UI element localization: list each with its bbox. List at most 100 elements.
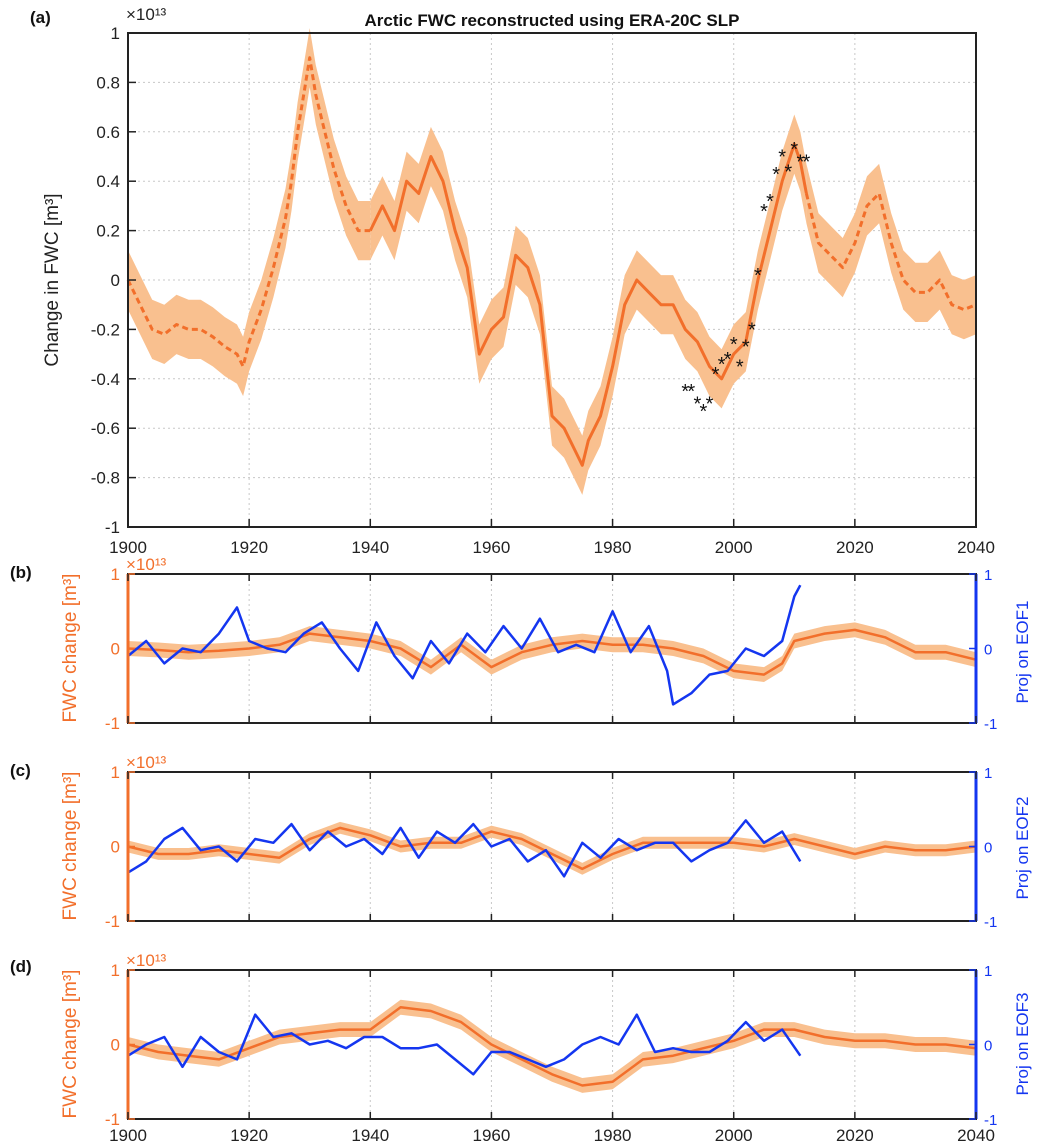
observation-marker: * [754, 265, 762, 287]
y-tick-label: 0.6 [96, 123, 120, 142]
uncertainty-band [128, 28, 976, 495]
observation-marker: * [681, 381, 689, 403]
y-tick-label: -0.6 [91, 419, 120, 438]
uncertainty-band [128, 999, 976, 1093]
left-y-tick-label: 1 [111, 961, 120, 980]
x-tick-label: 1980 [594, 1126, 632, 1145]
observation-marker: * [730, 334, 738, 356]
right-axis-label: Proj on EOF2 [1013, 797, 1032, 900]
left-y-tick-label: 1 [111, 763, 120, 782]
observation-marker: * [706, 394, 714, 416]
fwc-line [127, 826, 977, 871]
right-y-tick-label: 0 [984, 840, 992, 857]
right-axis-label: Proj on EOF1 [1013, 601, 1032, 704]
x-tick-label: 2040 [957, 1126, 995, 1145]
eof-projection-line [127, 819, 802, 878]
observation-marker: * [687, 381, 695, 403]
eof-projection-line [127, 584, 802, 706]
left-axis-label: FWC change [m³] [60, 772, 81, 921]
y-tick-label: 0 [111, 271, 120, 290]
observation-marker: * [712, 364, 720, 386]
left-y-tick-label: -1 [105, 714, 120, 733]
observation-marker: * [790, 139, 798, 161]
y-tick-label: -0.4 [91, 370, 120, 389]
x-tick-label: 1980 [594, 538, 632, 557]
uncertainty-band-segment [128, 28, 371, 397]
fwc-series [127, 628, 977, 676]
y-tick-label: 1 [111, 24, 120, 43]
x-tick-label: 1920 [230, 538, 268, 557]
fwc-line [127, 1006, 977, 1087]
observation-marker: * [748, 319, 756, 341]
x-tick-label: 2000 [715, 538, 753, 557]
x-tick-label: 1920 [230, 1126, 268, 1145]
y-exponent: ×10¹³ [126, 5, 166, 24]
fwc-series [127, 826, 977, 871]
right-y-tick-label: -1 [984, 914, 997, 931]
right-y-tick-label: 0 [984, 642, 992, 659]
observation-marker: * [803, 151, 811, 173]
right-y-tick-label: 1 [984, 765, 992, 782]
right-y-tick-label: 1 [984, 963, 992, 980]
panel-label: (b) [10, 563, 32, 582]
observation-marker: * [778, 147, 786, 169]
y-tick-label: -0.2 [91, 320, 120, 339]
fwc-line-segment [804, 192, 977, 312]
y-exponent: ×10¹³ [126, 555, 166, 574]
observation-marker: * [760, 201, 768, 223]
y-axis-label: Change in FWC [m³] [42, 193, 63, 366]
x-tick-labels: 1900 1920 1940 1960 1980 2000 2020 2040 [109, 1126, 995, 1145]
observation-marker: * [772, 164, 780, 186]
eof-projection-series [127, 1013, 802, 1076]
x-tick-label: 1940 [351, 538, 389, 557]
observation-marker: * [784, 161, 792, 183]
left-axis-label: FWC change [m³] [60, 574, 81, 723]
left-axis-label: FWC change [m³] [60, 970, 81, 1119]
y-tick-label: 0.4 [96, 172, 120, 191]
right-y-tick-label: 1 [984, 567, 992, 584]
axes: -1 0 1 -1 0 1 [105, 763, 997, 931]
x-tick-label: 2020 [836, 538, 874, 557]
axes: -1 0 1 -1 0 1 [105, 961, 997, 1129]
panel-b: -1 0 1 -1 0 1 (b) ×10¹³ FWC change [m³] Proj … [10, 555, 1032, 733]
left-y-tick-label: -1 [105, 912, 120, 931]
y-tick-label: -0.8 [91, 469, 120, 488]
uncertainty-band-area [128, 999, 976, 1093]
uncertainty-band [128, 821, 976, 875]
y-tick-labels: -1 -0.8 -0.6 -0.4 -0.2 0 0.2 0.4 0.6 0.8 1 [91, 24, 136, 537]
uncertainty-band-segment [806, 163, 976, 340]
x-tick-label: 1960 [473, 538, 511, 557]
eof-projection-line [127, 1013, 802, 1076]
right-y-tick-label: -1 [984, 716, 997, 733]
y-exponent: ×10¹³ [126, 951, 166, 970]
eof-projection-series [127, 584, 802, 706]
left-y-tick-label: -1 [105, 1110, 120, 1129]
x-tick-label: 2040 [957, 538, 995, 557]
observation-marker: * [742, 337, 750, 359]
x-tick-label: 1900 [109, 1126, 147, 1145]
fwc-line [127, 628, 977, 676]
fwc-series [127, 1006, 977, 1087]
uncertainty-band-segment [370, 114, 807, 495]
x-tick-labels: 1900 1920 1940 1960 1980 2000 2020 2040 [109, 519, 995, 557]
chart-title: Arctic FWC reconstructed using ERA-20C S… [364, 11, 739, 30]
y-tick-label: -1 [105, 518, 120, 537]
observation-marker: * [736, 356, 744, 378]
left-y-tick-label: 0 [111, 640, 120, 659]
axes: -1 0 1 -1 0 1 [105, 565, 997, 733]
x-tick-label: 1940 [351, 1126, 389, 1145]
observation-markers: ********************* [681, 139, 810, 423]
panel-c: -1 0 1 -1 0 1 (c) ×10¹³ FWC change [m³] Proj … [10, 753, 1032, 931]
observation-marker: * [796, 151, 804, 173]
fwc-line-segment [368, 142, 808, 467]
x-tick-label: 2020 [836, 1126, 874, 1145]
y-exponent: ×10¹³ [126, 753, 166, 772]
observation-marker: * [724, 349, 732, 371]
y-tick-label: 0.2 [96, 222, 120, 241]
left-y-tick-label: 0 [111, 1036, 120, 1055]
fwc-line-segment [126, 56, 371, 368]
x-tick-label: 1960 [473, 1126, 511, 1145]
right-y-tick-label: -1 [984, 1112, 997, 1129]
observation-marker: * [700, 401, 708, 423]
